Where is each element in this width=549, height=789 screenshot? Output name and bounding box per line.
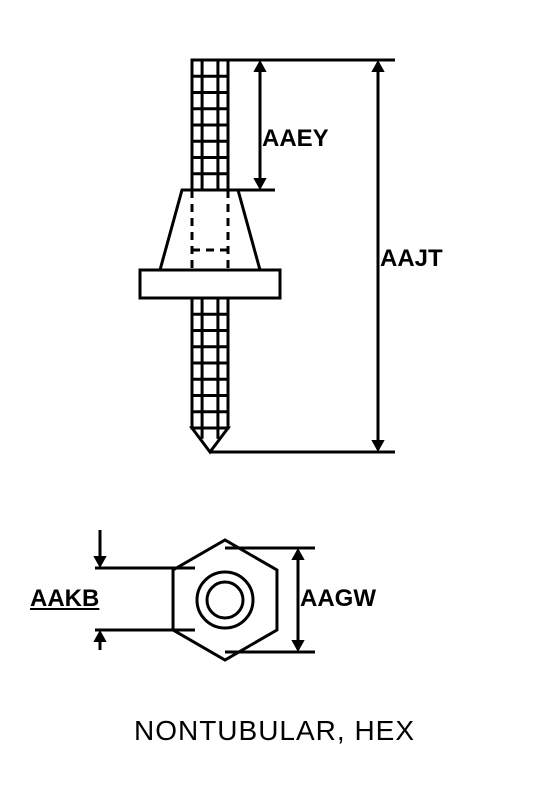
dimension-label-aagw: AAGW (300, 585, 376, 613)
dimension-label-aajt: AAJT (380, 245, 443, 273)
dimension-label-aaey: AAEY (262, 125, 329, 153)
dimension-label-aakb: AAKB (30, 585, 99, 613)
figure-caption: NONTUBULAR, HEX (0, 715, 549, 747)
side-view-diagram (0, 0, 549, 500)
